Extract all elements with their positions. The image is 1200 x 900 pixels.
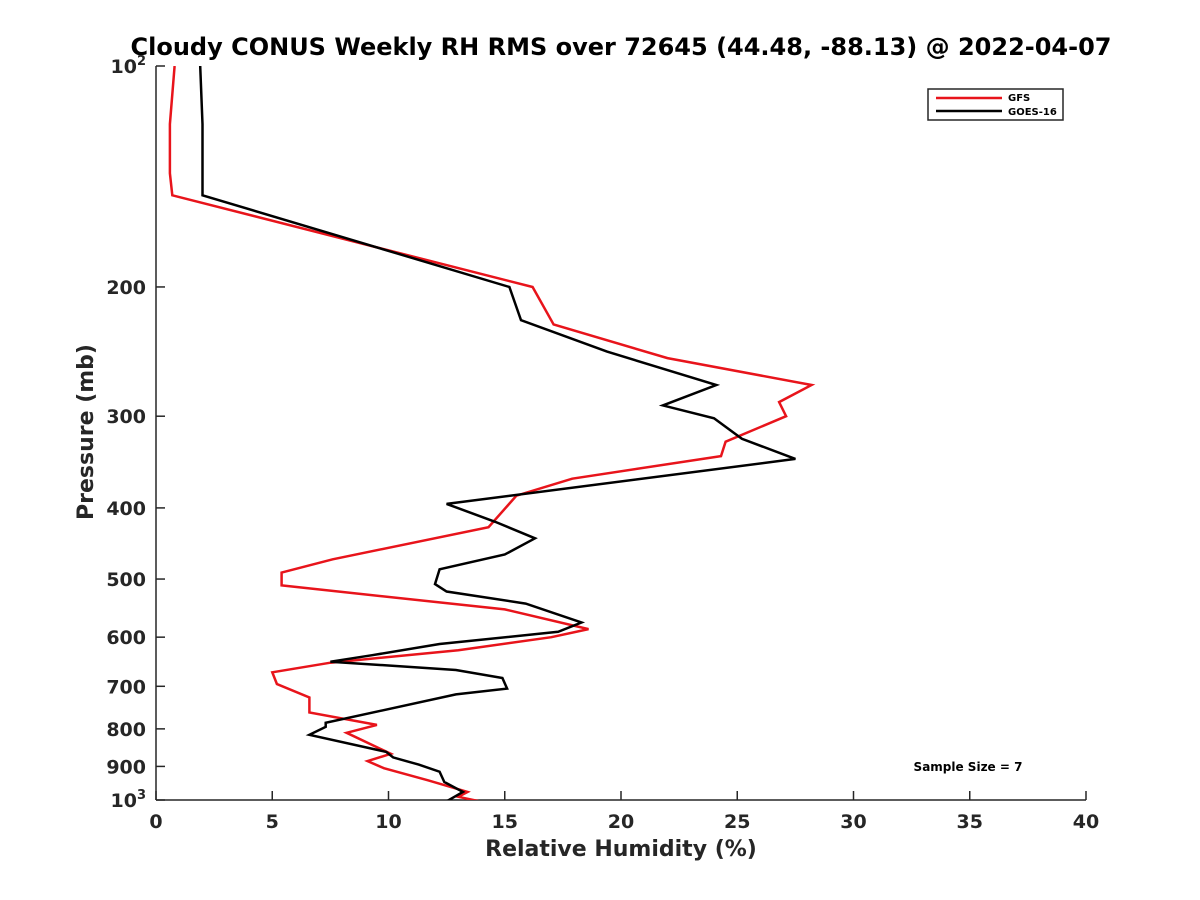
x-axis-label: Relative Humidity (%): [485, 837, 757, 862]
y-tick-label: 300: [106, 406, 146, 428]
legend-label-gfs: GFS: [1008, 93, 1030, 104]
x-tick-label: 15: [492, 811, 518, 833]
sample-size-annotation: Sample Size = 7: [914, 760, 1023, 774]
y-tick-label: 400: [106, 498, 146, 520]
y-tick-label: 500: [106, 569, 146, 591]
x-tick-label: 20: [608, 811, 634, 833]
x-tick-label: 10: [375, 811, 401, 833]
chart-title: Cloudy CONUS Weekly RH RMS over 72645 (4…: [131, 33, 1112, 61]
y-tick-label: 900: [106, 756, 146, 778]
series-line-gfs: [168, 66, 816, 800]
x-tick-label: 25: [724, 811, 750, 833]
plot-area: [155, 66, 1086, 801]
y-tick-label: 200: [106, 277, 146, 299]
legend-box: [927, 88, 1064, 121]
series-layer: [168, 66, 816, 800]
legend: GFS GOES-16: [927, 88, 1064, 121]
y-tick-label: 103: [111, 788, 147, 812]
x-tick-label: 30: [840, 811, 866, 833]
y-tick-label: 800: [106, 719, 146, 741]
y-axis-label: Pressure (mb): [74, 344, 99, 520]
x-tick-label: 0: [149, 811, 162, 833]
x-axis-ticks: 0 5 10 15 20 25 30 35 40: [149, 791, 1099, 833]
y-tick-label: 700: [106, 676, 146, 698]
x-tick-label: 40: [1073, 811, 1099, 833]
y-tick-label: 102: [111, 54, 147, 78]
x-tick-label: 35: [957, 811, 983, 833]
y-tick-label: 600: [106, 627, 146, 649]
y-axis-ticks: 102 200 300 400 500 600 700 800 900 103: [106, 54, 165, 812]
x-tick-label: 5: [266, 811, 279, 833]
series-line-goes16: [198, 66, 796, 800]
legend-label-goes16: GOES-16: [1008, 107, 1057, 118]
